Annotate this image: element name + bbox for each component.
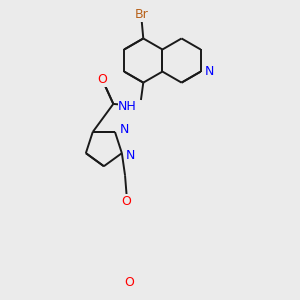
- Text: NH: NH: [118, 100, 137, 113]
- Text: Br: Br: [135, 8, 148, 21]
- Text: O: O: [124, 276, 134, 289]
- Text: O: O: [121, 195, 131, 208]
- Text: N: N: [126, 149, 135, 162]
- Text: O: O: [97, 73, 107, 86]
- Text: N: N: [120, 123, 129, 136]
- Text: N: N: [205, 65, 214, 78]
